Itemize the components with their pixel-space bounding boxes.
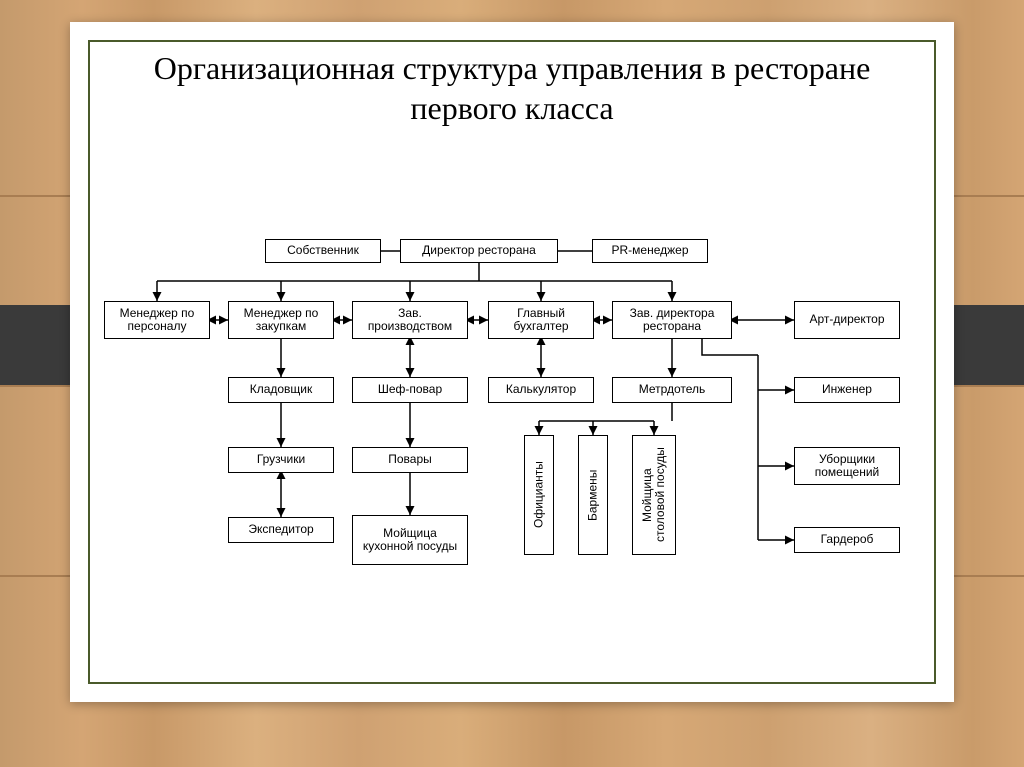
node-storekeeper: Кладовщик xyxy=(228,377,334,403)
org-chart-diagram: Собственник Директор ресторана PR-менеджер… xyxy=(100,225,924,665)
node-waiters: Официанты xyxy=(524,435,554,555)
node-owner: Собственник xyxy=(265,239,381,263)
node-accountant: Главный бухгалтер xyxy=(488,301,594,339)
node-expeditor: Экспедитор xyxy=(228,517,334,543)
node-garderobe: Гардероб xyxy=(794,527,900,553)
node-purchase: Менеджер по закупкам xyxy=(228,301,334,339)
org-chart-edges xyxy=(100,225,924,665)
node-pr: PR-менеджер xyxy=(592,239,708,263)
node-metrdotel: Метрдотель xyxy=(612,377,732,403)
node-barmen: Бармены xyxy=(578,435,608,555)
node-prod: Зав. производством xyxy=(352,301,468,339)
node-calc: Калькулятор xyxy=(488,377,594,403)
slide-card: Организационная структура управления в р… xyxy=(70,22,954,702)
node-cooks: Повары xyxy=(352,447,468,473)
node-tablewash: Мойщица столовой посуды xyxy=(632,435,676,555)
node-dishwasher: Мойщица кухонной посуды xyxy=(352,515,468,565)
node-director: Директор ресторана xyxy=(400,239,558,263)
node-chef: Шеф-повар xyxy=(352,377,468,403)
node-deputy: Зав. директора ресторана xyxy=(612,301,732,339)
node-loaders: Грузчики xyxy=(228,447,334,473)
node-cleaners: Уборщики помещений xyxy=(794,447,900,485)
node-hr: Менеджер по персоналу xyxy=(104,301,210,339)
node-art: Арт-директор xyxy=(794,301,900,339)
slide-title: Организационная структура управления в р… xyxy=(100,48,924,128)
node-engineer: Инженер xyxy=(794,377,900,403)
